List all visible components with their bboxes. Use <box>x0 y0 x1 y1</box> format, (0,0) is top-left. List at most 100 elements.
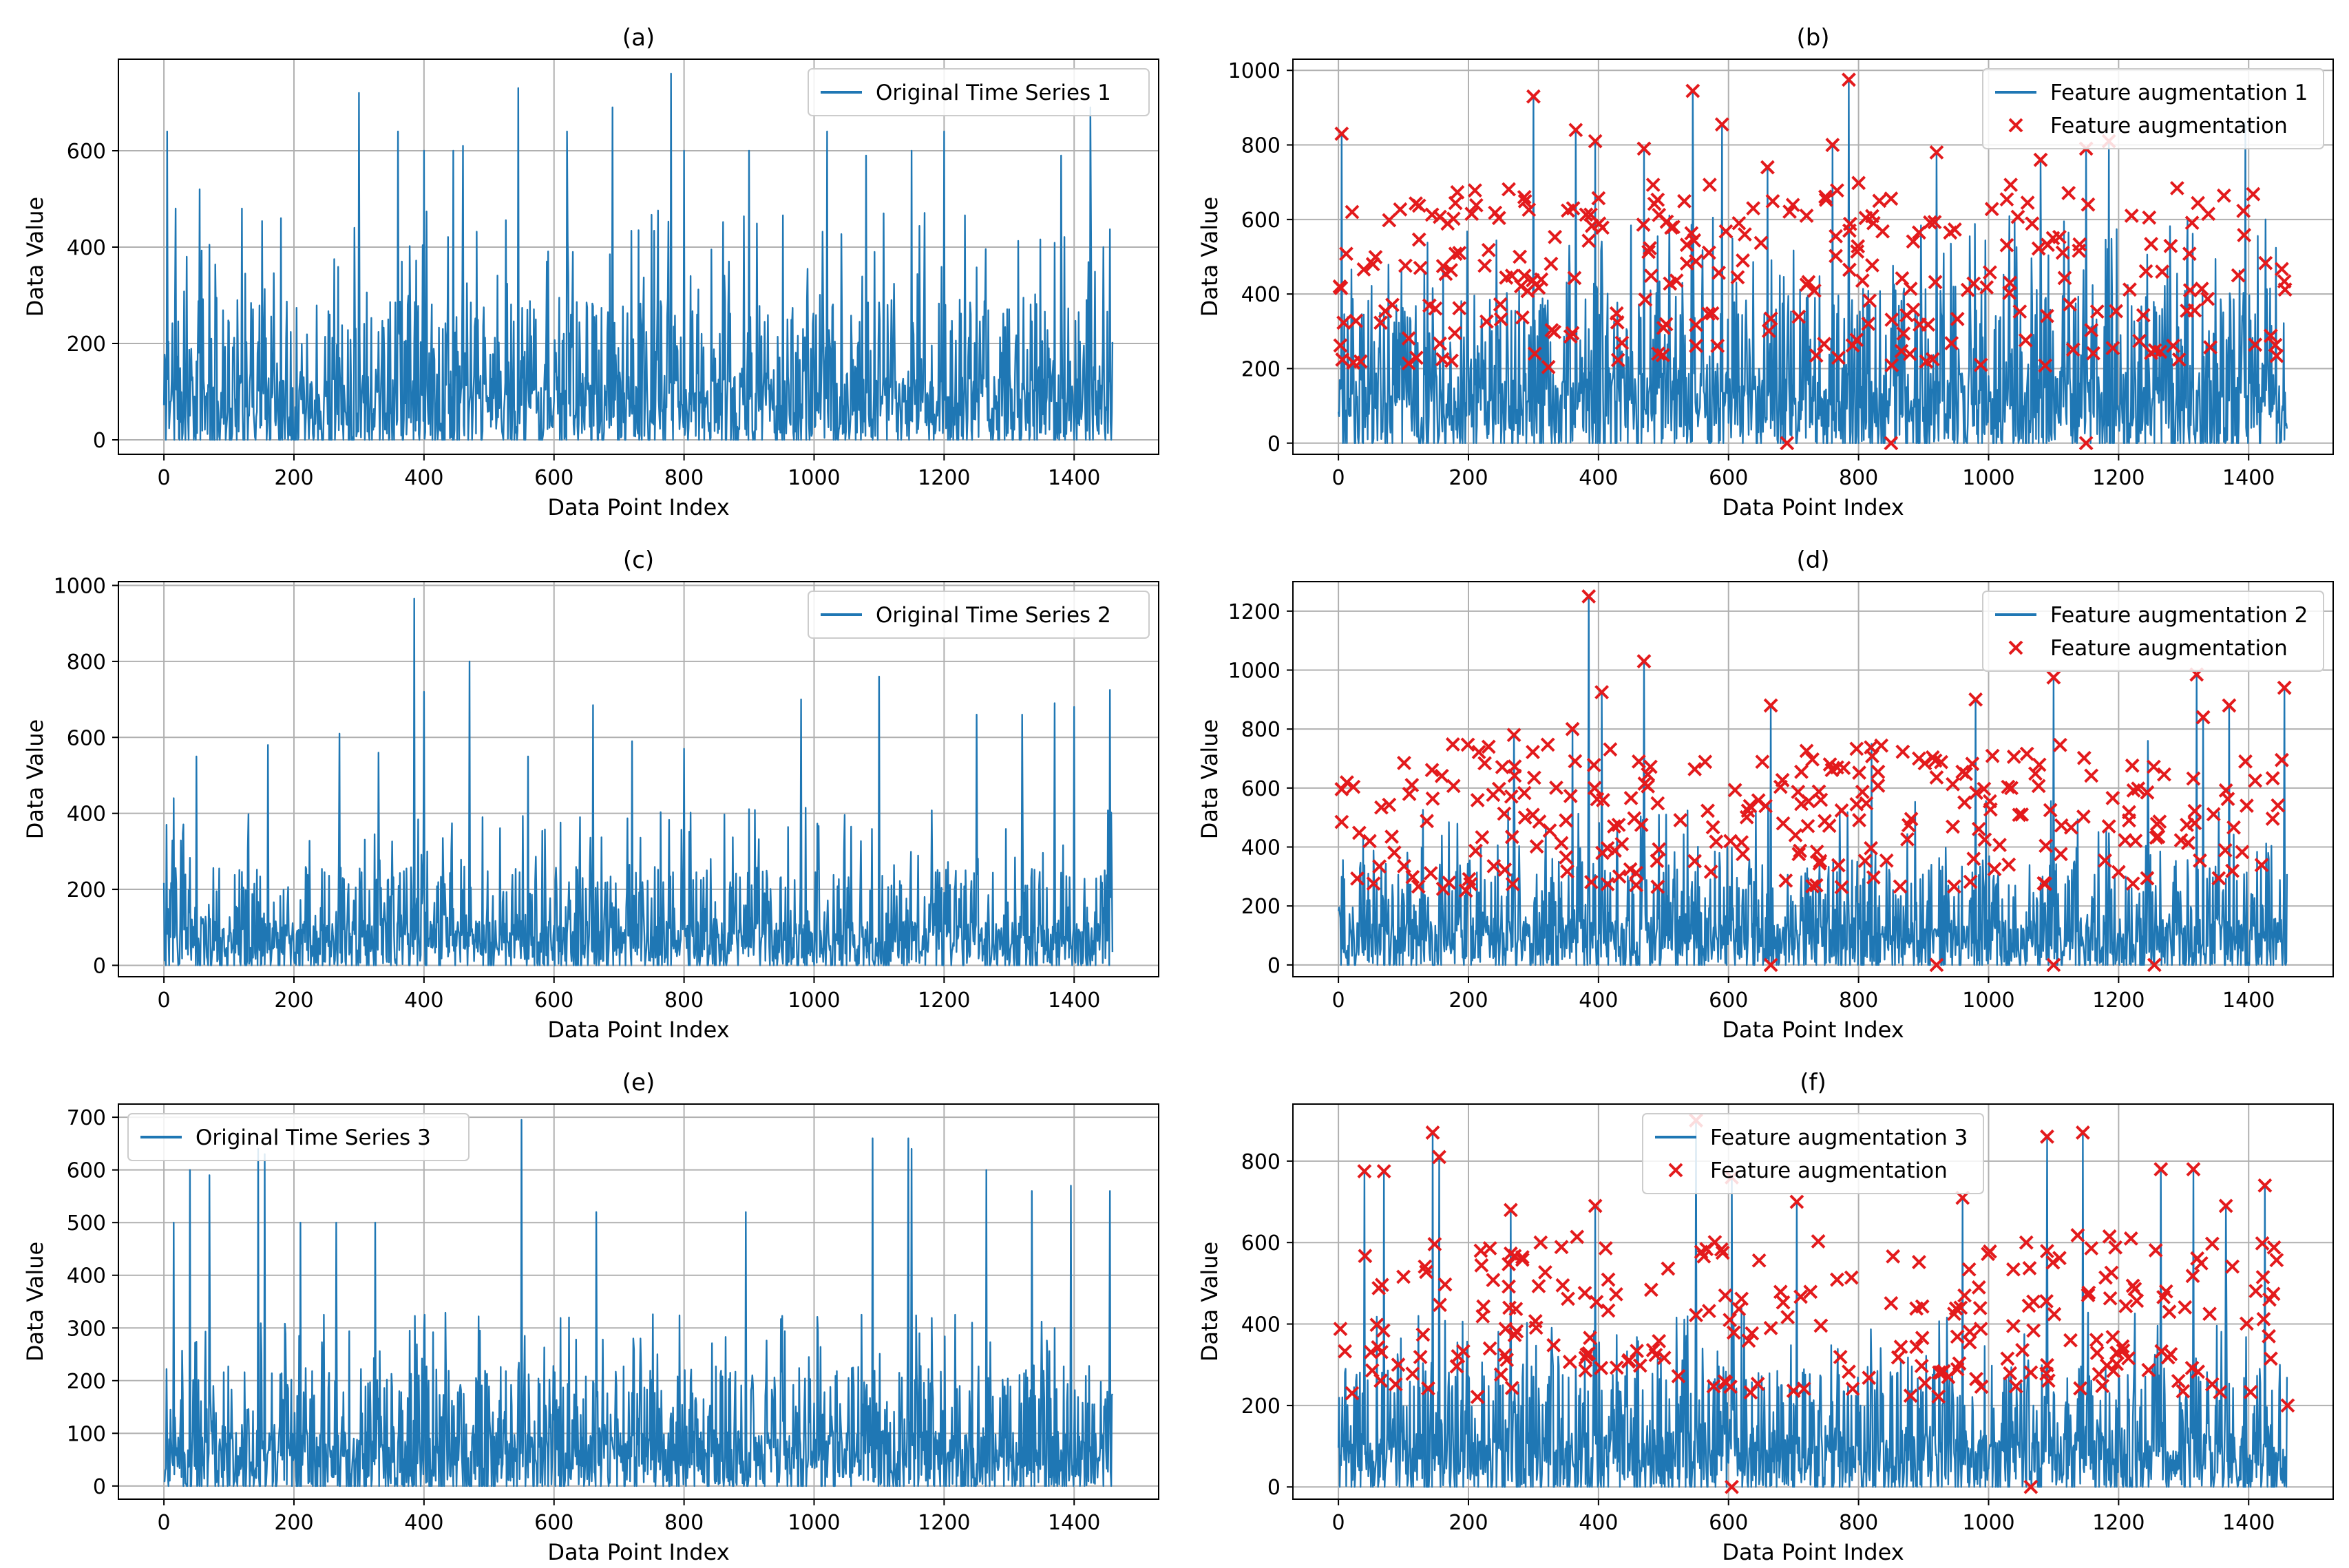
legend-box <box>1982 591 2324 672</box>
scatter-point <box>1974 1379 1989 1395</box>
scatter-point <box>2257 1178 2273 1193</box>
legend-label: Feature augmentation <box>1710 1158 1948 1183</box>
scatter-point <box>1491 781 1506 796</box>
scatter-point <box>2111 865 2126 880</box>
scatter-point <box>2109 304 2123 319</box>
legend-marker-swatch <box>2008 640 2023 655</box>
scatter-point <box>1987 862 2002 877</box>
scatter-point <box>2125 758 2140 773</box>
y-tick-label: 500 <box>67 1211 106 1236</box>
scatter-point <box>2184 215 2200 231</box>
scatter-point <box>2103 1291 2118 1306</box>
scatter-point <box>2039 838 2054 854</box>
scatter-point <box>1588 1198 1603 1214</box>
scatter-point <box>1378 304 1393 319</box>
scatter-point <box>1502 1257 1516 1271</box>
scatter-point <box>2157 767 2171 782</box>
scatter-point <box>1401 356 1416 371</box>
scatter-point <box>1358 1249 1373 1264</box>
x-tick-label: 0 <box>1332 466 1345 490</box>
scatter-point <box>1641 767 1656 782</box>
scatter-point <box>1671 1368 1686 1384</box>
y-tick-label: 400 <box>67 236 106 260</box>
scatter-point <box>1504 789 1519 804</box>
scatter-point <box>2033 152 2048 167</box>
scatter-point <box>1365 257 1380 272</box>
scatter-point <box>2202 1306 2217 1322</box>
scatter-point <box>1971 821 1986 836</box>
chart-b: 0 200 400 600 800 1000 1200 1400 0 200 400 600 800 10… <box>1197 24 2334 520</box>
scatter-point <box>1442 875 1457 890</box>
scatter-point <box>2055 245 2070 260</box>
y-tick-label: 400 <box>67 803 106 827</box>
scatter-point <box>1780 1310 1795 1324</box>
scatter-point <box>1533 1235 1548 1250</box>
x-tick-label: 0 <box>1332 988 1345 1013</box>
scatter-point <box>2182 283 2198 298</box>
scatter-point <box>1906 234 1921 249</box>
scatter-point <box>2140 785 2155 800</box>
scatter-point <box>1497 862 1513 877</box>
scatter-point <box>1350 871 1365 886</box>
scatter-point <box>1502 1279 1516 1294</box>
scatter-point <box>1609 1360 1624 1375</box>
scatter-point <box>2104 1265 2119 1280</box>
scatter-point <box>1366 876 1381 891</box>
scatter-point <box>1397 756 1411 770</box>
scatter-point <box>1705 820 1720 835</box>
scatter-point <box>2266 1240 2282 1255</box>
scatter-point <box>1601 1272 1616 1287</box>
scatter-point <box>1857 854 1873 869</box>
scatter-point <box>1621 1354 1636 1369</box>
scatter-point <box>2073 1381 2088 1396</box>
scatter-point <box>1363 1344 1378 1359</box>
scatter-point <box>2014 807 2030 822</box>
y-tick-label: 400 <box>67 1264 106 1289</box>
scatter-point <box>1709 834 1724 849</box>
scatter-point <box>1726 1325 1741 1340</box>
scatter-point <box>2081 197 2096 212</box>
scatter-point <box>2065 342 2081 357</box>
x-tick-label: 1000 <box>788 1511 840 1535</box>
y-tick-label: 800 <box>1241 134 1281 158</box>
scatter-point <box>1799 743 1814 759</box>
scatter-point <box>2126 783 2141 798</box>
scatter-point <box>1834 803 1849 818</box>
legend: Feature augmentation 2 Feature augmentati… <box>1982 591 2324 672</box>
scatter-point <box>1596 792 1610 807</box>
scatter-point <box>1750 1377 1765 1391</box>
scatter-point <box>1435 259 1451 273</box>
scatter-point <box>1763 1321 1778 1335</box>
scatter-point <box>1890 1350 1906 1365</box>
scatter-point <box>2155 264 2170 279</box>
scatter-point <box>1531 1279 1546 1293</box>
x-tick-label: 200 <box>1449 466 1488 490</box>
scatter-point <box>1610 352 1625 368</box>
scatter-point <box>2142 210 2157 225</box>
scatter-point <box>1915 1331 1930 1346</box>
scatter-point <box>1699 1242 1714 1257</box>
scatter-point <box>1800 818 1815 834</box>
scatter-point <box>1776 1295 1791 1310</box>
scatter-point <box>1376 1164 1391 1179</box>
x-tick-label: 400 <box>404 466 443 490</box>
scatter-point <box>2163 238 2178 253</box>
scatter-point <box>1831 858 1846 873</box>
scatter-point <box>1833 1350 1848 1364</box>
scatter-point <box>1879 853 1894 868</box>
scatter-point <box>1589 1295 1604 1310</box>
scatter-point <box>1481 739 1496 754</box>
scatter-point <box>2018 332 2033 348</box>
scatter-point <box>1643 759 1658 774</box>
scatter-point <box>2147 343 2162 358</box>
scatter-point <box>2040 1244 2054 1259</box>
scatter-point <box>2256 1312 2271 1326</box>
scatter-point <box>1973 1322 1988 1337</box>
scatter-point <box>1855 785 1870 799</box>
scatter-point <box>1652 207 1667 222</box>
scatter-point <box>1638 292 1653 307</box>
scatter-point <box>1825 138 1840 152</box>
scatter-point <box>2105 341 2120 356</box>
legend-box <box>127 1113 470 1161</box>
